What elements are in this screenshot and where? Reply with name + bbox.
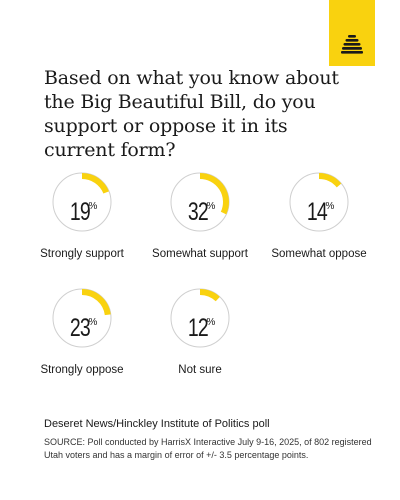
beehive-icon: [341, 35, 363, 54]
ring-somewhat-support: [170, 172, 230, 232]
stat-number: 14: [306, 198, 327, 226]
stat-value: 32%: [140, 198, 260, 227]
stat-number: 23: [69, 314, 90, 342]
stat-label: Somewhat support: [152, 248, 248, 260]
stat-strongly-support: 19% Strongly support: [22, 172, 142, 282]
percent-sign: %: [88, 317, 98, 328]
stat-value: 14%: [259, 198, 379, 227]
stat-somewhat-support: 32% Somewhat support: [140, 172, 260, 282]
stat-number: 12: [187, 314, 208, 342]
percent-sign: %: [206, 201, 216, 212]
ring-value-arc: [199, 289, 220, 302]
ring-value-arc: [318, 173, 342, 188]
stat-label: Strongly oppose: [40, 364, 124, 376]
question-title: Based on what you know about the Big Bea…: [44, 67, 339, 161]
stat-value: 12%: [140, 314, 260, 343]
stat-label: Not sure: [178, 364, 222, 376]
stat-label: Strongly support: [40, 248, 124, 260]
source-title: Deseret News/Hinckley Institute of Polit…: [44, 418, 270, 430]
percent-sign: %: [206, 317, 216, 328]
stat-value: 19%: [22, 198, 142, 227]
stat-label: Somewhat oppose: [271, 248, 367, 260]
stat-somewhat-oppose: 14% Somewhat oppose: [259, 172, 379, 282]
stat-number: 19: [69, 198, 90, 226]
ring-strongly-oppose: [52, 288, 112, 348]
ring-not-sure: [170, 288, 230, 348]
stat-strongly-oppose: 23% Strongly oppose: [22, 288, 142, 398]
percent-sign: %: [325, 201, 335, 212]
ring-value-arc: [81, 289, 111, 316]
ring-somewhat-oppose: [289, 172, 349, 232]
percent-sign: %: [88, 201, 98, 212]
ring-value-arc: [81, 173, 109, 194]
source-note: SOURCE: Poll conducted by HarrisX Intera…: [44, 437, 372, 460]
ring-strongly-support: [52, 172, 112, 232]
stat-number: 32: [187, 198, 208, 226]
brand-logo-box: [329, 0, 375, 66]
stat-value: 23%: [22, 314, 142, 343]
stat-not-sure: 12% Not sure: [140, 288, 260, 398]
ring-value-arc: [199, 173, 229, 215]
